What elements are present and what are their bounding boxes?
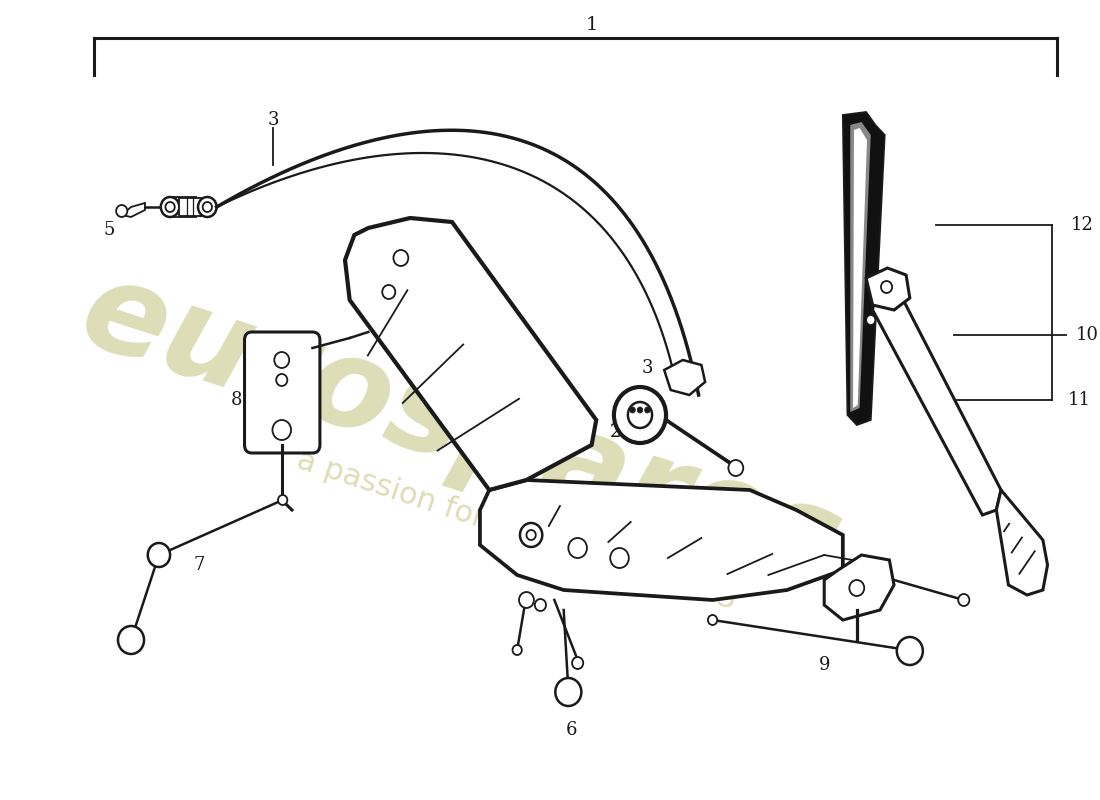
Circle shape — [273, 420, 292, 440]
Polygon shape — [824, 555, 894, 620]
Text: 4: 4 — [670, 376, 681, 394]
Circle shape — [519, 592, 534, 608]
Circle shape — [535, 599, 546, 611]
Circle shape — [527, 530, 536, 540]
Text: 1: 1 — [585, 16, 597, 34]
Circle shape — [728, 460, 744, 476]
Circle shape — [161, 197, 179, 217]
Text: 7: 7 — [194, 556, 205, 574]
Circle shape — [645, 407, 650, 413]
Circle shape — [708, 615, 717, 625]
Circle shape — [614, 387, 666, 443]
Circle shape — [569, 538, 587, 558]
Circle shape — [198, 197, 217, 217]
Polygon shape — [850, 122, 871, 412]
Circle shape — [881, 281, 892, 293]
Circle shape — [637, 407, 642, 413]
Text: a passion for parts since 1985: a passion for parts since 1985 — [294, 445, 741, 615]
Circle shape — [276, 374, 287, 386]
Text: 12: 12 — [1070, 216, 1093, 234]
Polygon shape — [866, 268, 910, 310]
Polygon shape — [872, 282, 1001, 515]
Circle shape — [896, 637, 923, 665]
Circle shape — [382, 285, 395, 299]
FancyBboxPatch shape — [244, 332, 320, 453]
Polygon shape — [345, 218, 596, 490]
Circle shape — [117, 205, 128, 217]
Circle shape — [628, 402, 652, 428]
Circle shape — [610, 548, 629, 568]
Circle shape — [274, 352, 289, 368]
Circle shape — [629, 407, 636, 413]
Circle shape — [165, 202, 175, 212]
Circle shape — [278, 495, 287, 505]
Text: 5: 5 — [103, 221, 116, 239]
Circle shape — [513, 645, 521, 655]
Circle shape — [147, 543, 170, 567]
Polygon shape — [997, 490, 1047, 595]
Text: eurospares: eurospares — [67, 250, 856, 610]
Polygon shape — [854, 128, 867, 408]
Text: 9: 9 — [818, 656, 830, 674]
Polygon shape — [664, 360, 705, 395]
Circle shape — [958, 594, 969, 606]
Circle shape — [866, 315, 876, 325]
Circle shape — [520, 523, 542, 547]
Circle shape — [118, 626, 144, 654]
FancyBboxPatch shape — [179, 198, 207, 216]
Circle shape — [572, 657, 583, 669]
Text: 2: 2 — [610, 423, 621, 441]
Polygon shape — [480, 480, 843, 600]
Polygon shape — [843, 112, 884, 425]
Circle shape — [394, 250, 408, 266]
Text: 11: 11 — [1068, 391, 1091, 409]
Text: 8: 8 — [230, 391, 242, 409]
Polygon shape — [122, 203, 145, 217]
Circle shape — [556, 678, 582, 706]
Text: 10: 10 — [1076, 326, 1099, 344]
Text: 3: 3 — [267, 111, 279, 129]
Circle shape — [849, 580, 865, 596]
Circle shape — [202, 202, 212, 212]
Text: 3: 3 — [641, 359, 653, 377]
Text: 6: 6 — [565, 721, 576, 739]
